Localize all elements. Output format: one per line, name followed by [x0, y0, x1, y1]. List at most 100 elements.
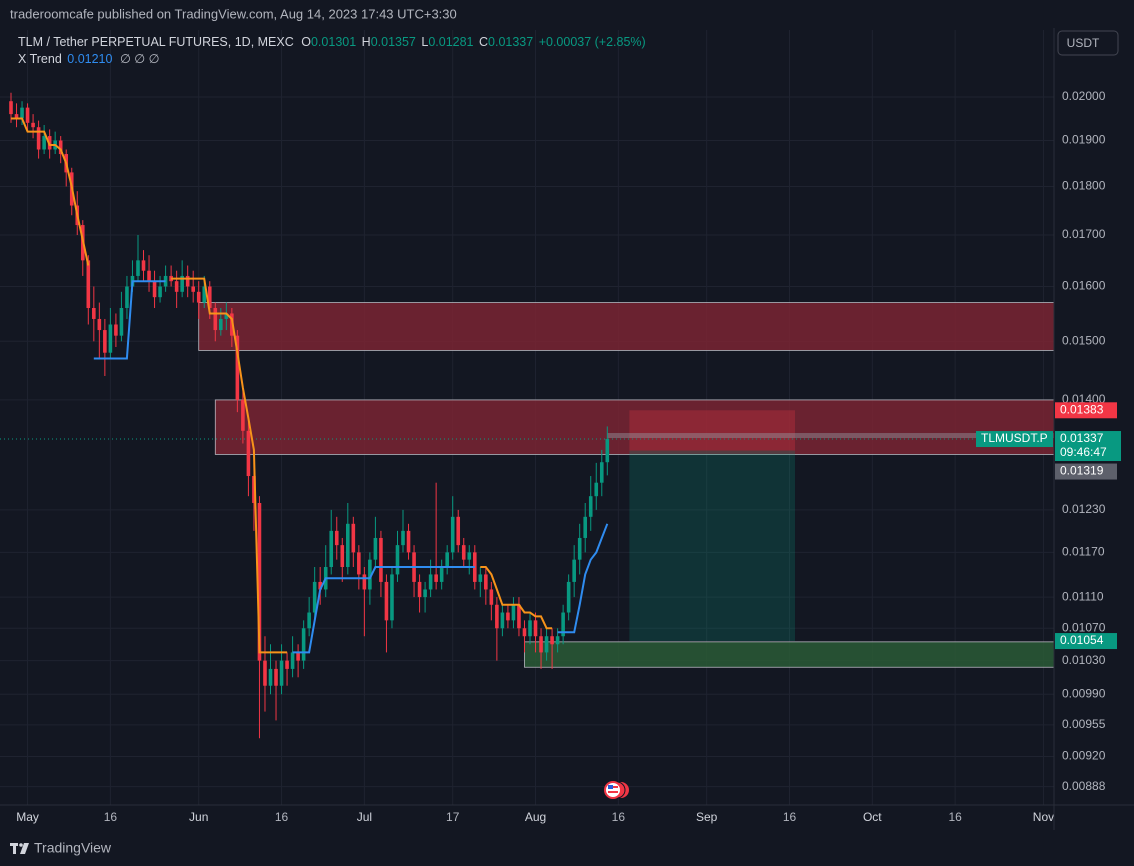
candle-body	[390, 574, 394, 621]
indicator-legend: X Trend 0.01210 ∅ ∅ ∅	[18, 52, 160, 66]
candle-body	[263, 660, 267, 686]
candle-body	[467, 552, 472, 560]
candle-body	[58, 140, 63, 155]
candle-body	[235, 335, 240, 400]
candle-body	[561, 612, 565, 637]
candle-body	[351, 523, 356, 553]
publish-header: traderoomcafe published on TradingView.c…	[10, 6, 457, 21]
x-tick-label: 16	[612, 810, 626, 824]
y-tick-label: 0.01900	[1062, 133, 1106, 147]
candle-body	[119, 307, 124, 336]
candle-body	[20, 107, 24, 119]
position-risk	[629, 410, 796, 451]
ohlc-key: L	[421, 35, 428, 49]
candle-body	[213, 307, 218, 331]
candle-body	[489, 589, 494, 605]
ohlc-key: H	[362, 35, 371, 49]
legend-line: TLM / Tether PERPETUAL FUTURES, 1D, MEXC…	[18, 35, 646, 49]
y-tick-label: 0.01170	[1062, 545, 1105, 559]
currency-button[interactable]	[1057, 30, 1119, 56]
candle-body	[196, 291, 201, 303]
candle-body	[191, 286, 196, 292]
stop-badge-bg	[1055, 402, 1117, 419]
candle-body	[566, 581, 571, 613]
candle-body	[224, 313, 229, 319]
candle-body	[406, 530, 411, 553]
candle-body	[174, 281, 179, 292]
candle-body	[572, 559, 576, 582]
indicator-name: X Trend	[18, 52, 62, 66]
zone	[214, 399, 1055, 455]
y-tick-label: 0.01700	[1062, 227, 1106, 241]
candle-body	[522, 628, 527, 637]
countdown: 09:46:47	[1060, 445, 1107, 459]
position-reward	[629, 450, 796, 642]
candle-body	[395, 545, 400, 575]
x-tick-label: Jul	[357, 810, 372, 824]
y-tick-label: 0.01600	[1062, 279, 1106, 293]
x-tick-label: 16	[104, 810, 118, 824]
candle-body	[329, 530, 334, 568]
x-tick-label: 16	[783, 810, 797, 824]
candle-body	[180, 275, 184, 292]
candle-body	[252, 476, 256, 504]
ohlc-value: 0.01357	[371, 35, 416, 49]
x-tick-label: May	[16, 810, 39, 824]
ohlc-value: 0.01301	[311, 35, 356, 49]
candle-body	[36, 127, 41, 150]
candle-body	[555, 636, 560, 645]
candle-body	[528, 620, 532, 637]
candle-body	[31, 122, 35, 128]
candle-body	[108, 324, 113, 353]
candle-body	[484, 574, 488, 590]
candle-body	[384, 581, 389, 621]
candle-body	[495, 604, 499, 629]
candle-body	[9, 101, 13, 115]
candle-body	[301, 628, 306, 661]
zone	[524, 641, 1055, 668]
candle-body	[246, 430, 251, 477]
trend-line	[557, 523, 609, 634]
candle-body	[401, 530, 405, 546]
y-tick-label: 0.00888	[1062, 779, 1106, 793]
indicator-params: ∅ ∅ ∅	[120, 52, 160, 66]
candle-body	[478, 574, 483, 582]
indicator-value: 0.01210	[67, 52, 112, 66]
candle-body	[312, 581, 317, 613]
event-flag	[604, 781, 629, 799]
candle-body	[511, 604, 516, 621]
y-tick-label: 0.00920	[1062, 749, 1106, 763]
target-badge-bg	[1055, 633, 1117, 650]
currency-label[interactable]: USDT	[1067, 36, 1100, 50]
symbol-badge: TLMUSDT.P	[981, 431, 1048, 445]
candle-body	[445, 552, 449, 568]
flag-stripe	[608, 791, 618, 793]
candle-body	[357, 552, 361, 575]
candle-body	[605, 439, 610, 463]
candle-body	[141, 260, 146, 271]
candle-body	[434, 574, 438, 582]
candle-body	[25, 107, 30, 123]
axes: 0.02000 0.01900 0.01800 0.01700 0.01600 0.015…	[0, 28, 1134, 830]
marks	[9, 92, 610, 739]
trend-line	[171, 277, 288, 654]
entry-badge-bg	[1055, 463, 1117, 480]
candle-body	[517, 604, 521, 629]
candle-body	[340, 545, 345, 568]
brand-logo	[10, 843, 29, 854]
trend-line	[480, 566, 553, 630]
candle-body	[428, 574, 433, 590]
y-tick-label: 0.01110	[1062, 589, 1104, 603]
logo-part	[19, 843, 23, 847]
candle-body	[14, 114, 19, 119]
trend-line	[292, 566, 475, 654]
candle-body	[379, 537, 383, 582]
trend-line	[93, 280, 166, 360]
change: +0.00037 (+2.85%)	[539, 35, 646, 49]
candle-body	[544, 636, 549, 653]
ohlc-value: 0.01337	[488, 35, 533, 49]
candle-body	[439, 567, 444, 582]
candle-body	[92, 307, 96, 319]
candle-body	[42, 136, 46, 150]
